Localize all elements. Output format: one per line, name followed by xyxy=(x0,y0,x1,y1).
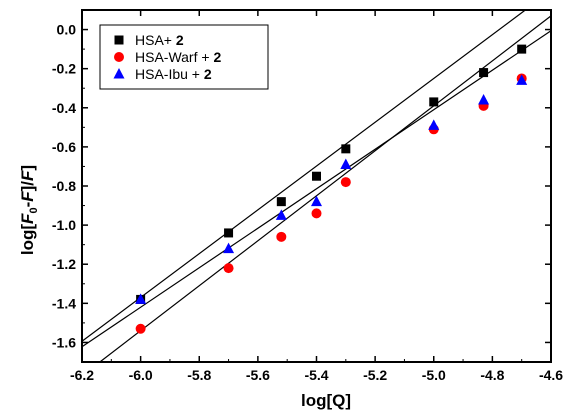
y-tick-label: -1.2 xyxy=(52,256,76,272)
data-point xyxy=(429,97,439,107)
data-point xyxy=(478,93,490,105)
legend-marker xyxy=(114,52,124,62)
x-tick-label: -5.4 xyxy=(304,367,328,383)
y-tick-label: -0.6 xyxy=(52,139,76,155)
y-tick-label: -0.4 xyxy=(52,100,76,116)
x-tick-label: -5.6 xyxy=(246,367,270,383)
data-point xyxy=(341,144,351,154)
data-point xyxy=(224,228,234,238)
legend-box xyxy=(99,24,269,90)
y-tick-label: 0.0 xyxy=(57,22,77,38)
y-tick-label: -1.0 xyxy=(52,217,76,233)
legend-marker xyxy=(114,35,124,45)
axis-titles: log[Q] log[F0-F]/F] xyxy=(18,165,351,410)
x-tick-label: -6.2 xyxy=(70,367,94,383)
data-point xyxy=(428,119,440,130)
data-point xyxy=(340,158,352,169)
data-point xyxy=(275,209,287,220)
data-point xyxy=(223,263,234,274)
y-axis: 0.0 -0.2 -0.4 -0.6 -0.8 -1.0 -1.2 -1.4 -1.6 xyxy=(52,22,551,350)
data-point xyxy=(517,44,527,54)
data-point xyxy=(479,68,489,78)
data-point xyxy=(276,197,286,207)
data-point xyxy=(223,242,235,254)
legend-label: HSA-Warf + 2 xyxy=(135,49,221,65)
legend-label: HSA+ 2 xyxy=(135,32,184,48)
data-point xyxy=(276,231,287,242)
legend-marker xyxy=(113,68,125,79)
legend-label: HSA-Ibu + 2 xyxy=(135,66,212,82)
x-axis-title: log[Q] xyxy=(301,391,351,410)
y-axis-title: log[F0-F]/F] xyxy=(18,165,40,255)
x-tick-label: -5.8 xyxy=(187,367,211,383)
x-tick-label: -4.6 xyxy=(539,367,563,383)
fit-line xyxy=(81,30,552,348)
data-point xyxy=(340,177,351,188)
fit-lines xyxy=(81,9,552,363)
data-markers xyxy=(135,44,528,334)
x-tick-label: -4.8 xyxy=(480,367,504,383)
x-tick-label: -5.0 xyxy=(422,367,446,383)
fit-line xyxy=(81,9,526,342)
data-point xyxy=(516,74,528,85)
x-tick-label: -5.2 xyxy=(363,367,387,383)
x-axis: -6.2 -6.0 -5.8 -5.6 -5.4 -5.2 -5.0 -4.8 -4.6 xyxy=(70,10,563,383)
data-point xyxy=(312,171,321,181)
data-point xyxy=(311,195,322,207)
data-point xyxy=(311,208,322,219)
x-tick-label: -6.0 xyxy=(129,367,153,383)
data-point xyxy=(135,323,146,334)
fit-line xyxy=(99,15,552,363)
y-tick-label: -0.2 xyxy=(52,61,76,77)
data-point xyxy=(135,293,147,304)
y-tick-label: -1.4 xyxy=(52,295,76,311)
y-tick-label: -1.6 xyxy=(52,334,76,350)
y-tick-label: -0.8 xyxy=(52,178,76,194)
